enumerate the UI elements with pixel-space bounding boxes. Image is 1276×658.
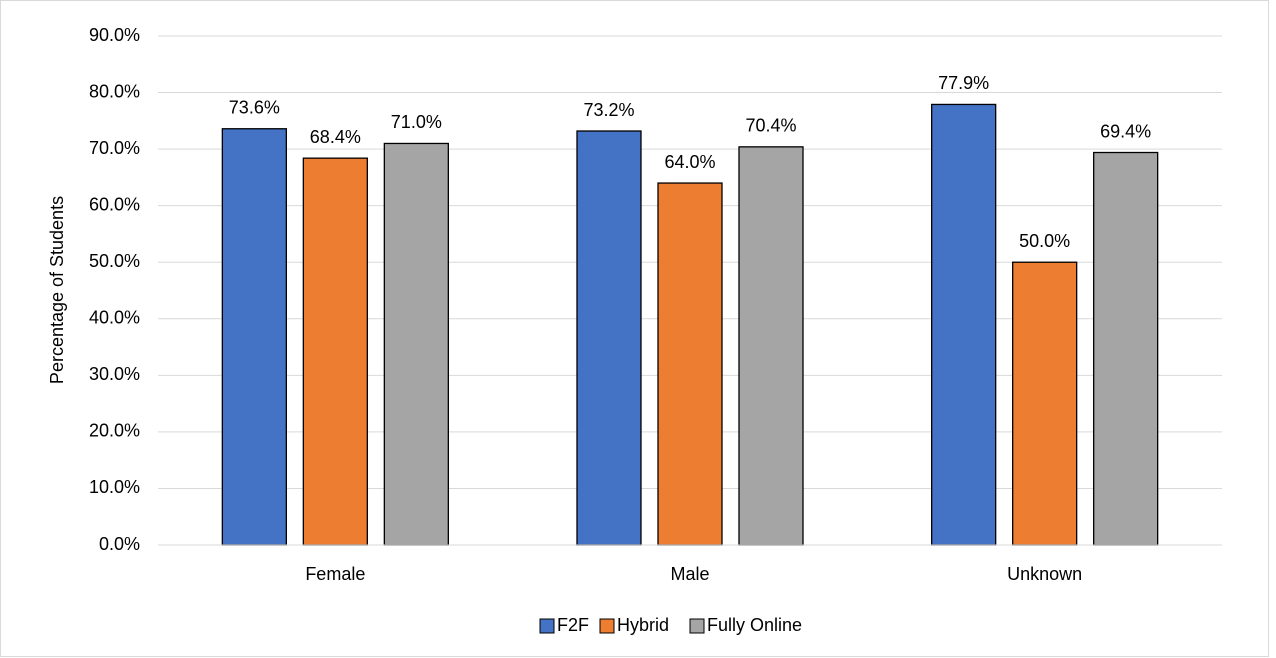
data-label: 50.0% (1019, 231, 1070, 251)
bar (1012, 261, 1078, 546)
data-label: 77.9% (938, 73, 989, 93)
y-tick-label: 0.0% (99, 534, 140, 554)
bar (576, 130, 642, 546)
legend-swatch (599, 618, 615, 634)
data-label: 69.4% (1100, 121, 1151, 141)
y-tick-label: 60.0% (89, 194, 140, 214)
bar (657, 182, 723, 546)
y-tick-label: 40.0% (89, 308, 140, 328)
legend-swatch (689, 618, 705, 634)
data-label: 70.4% (745, 116, 796, 136)
y-tick-label: 70.0% (89, 138, 140, 158)
y-tick-label: 30.0% (89, 364, 140, 384)
data-label: 73.6% (229, 98, 280, 118)
y-tick-label: 90.0% (89, 25, 140, 45)
x-tick-label: Male (670, 564, 709, 584)
y-tick-label: 10.0% (89, 477, 140, 497)
y-axis-title: Percentage of Students (47, 196, 67, 384)
y-tick-label: 20.0% (89, 421, 140, 441)
x-tick-label: Unknown (1007, 564, 1082, 584)
bar (383, 142, 449, 546)
legend-label: F2F (557, 615, 589, 635)
bar (302, 157, 368, 546)
y-tick-label: 50.0% (89, 251, 140, 271)
bar (738, 146, 804, 546)
x-tick-label: Female (305, 564, 365, 584)
data-label: 68.4% (310, 127, 361, 147)
bar (1093, 151, 1159, 546)
legend-label: Fully Online (707, 615, 802, 635)
y-tick-label: 80.0% (89, 81, 140, 101)
bar (221, 128, 287, 546)
bar (931, 103, 997, 546)
data-label: 71.0% (391, 112, 442, 132)
data-label: 73.2% (583, 100, 634, 120)
legend-label: Hybrid (617, 615, 669, 635)
data-label: 64.0% (664, 152, 715, 172)
legend-swatch (539, 618, 555, 634)
